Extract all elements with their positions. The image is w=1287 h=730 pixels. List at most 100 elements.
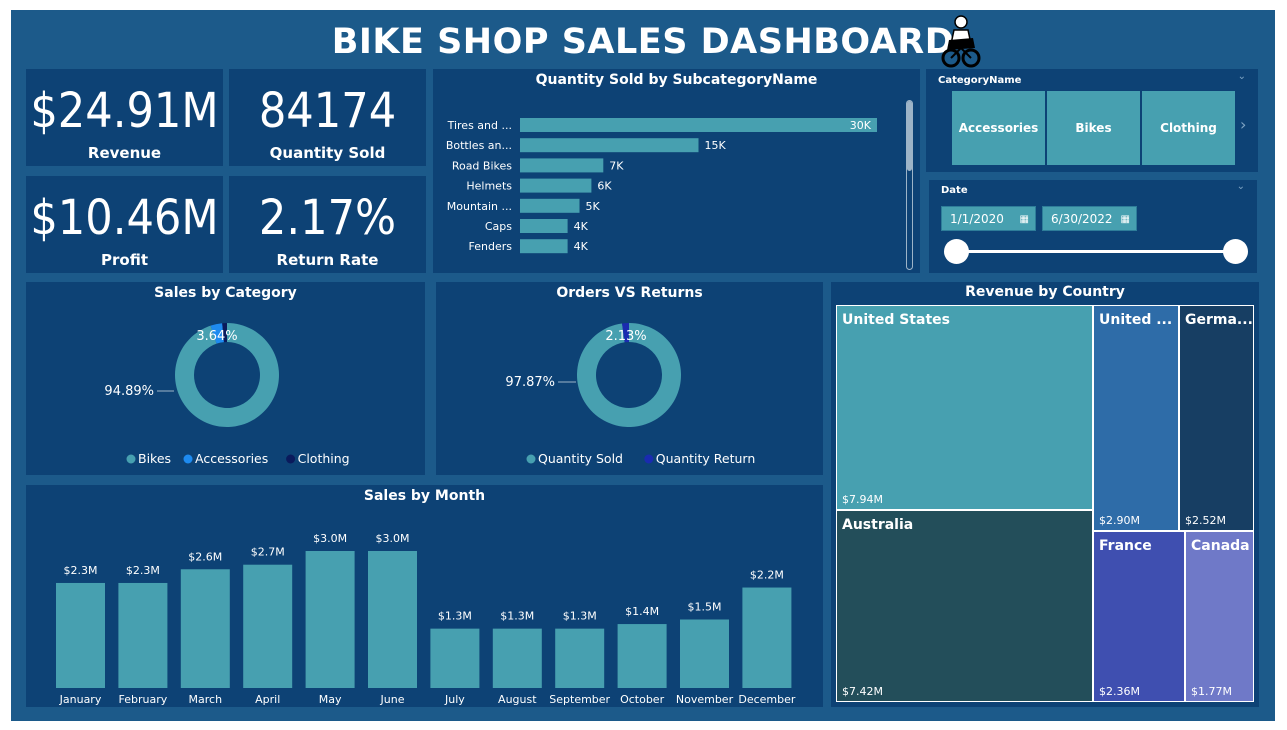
treemap-tile-germany[interactable]: Germa... $2.52M: [1179, 305, 1254, 531]
subcategory-bar[interactable]: [520, 198, 580, 213]
donut-slice[interactable]: [577, 323, 681, 427]
chart-title: Sales by Month: [363, 488, 486, 504]
month-bar[interactable]: [742, 587, 792, 688]
date-range-track[interactable]: [957, 250, 1237, 253]
kpi-card-profit: $10.46M Profit: [26, 176, 223, 273]
subcategory-bar[interactable]: [520, 239, 568, 254]
treemap-tile-united-states[interactable]: United States $7.94M: [836, 305, 1093, 510]
sales-by-category-donut: 94.89% 3.64% Bikes Accessories Clothing: [104, 323, 350, 466]
kpi-card-quantity-sold: 84174 Quantity Sold: [229, 69, 426, 166]
calendar-icon[interactable]: ▦: [1019, 214, 1029, 225]
end-date-value: 6/30/2022: [1051, 212, 1113, 226]
subcategory-bar[interactable]: [520, 178, 592, 193]
legend-entry[interactable]: Clothing: [298, 451, 350, 466]
sales-by-month-panel: Sales by Month $2.3M January $2.3M February…: [26, 485, 823, 707]
start-date-value: 1/1/2020: [950, 212, 1004, 226]
slicer-tile-clothing[interactable]: Clothing: [1142, 91, 1235, 165]
bar-data-label: $1.3M: [500, 610, 534, 623]
month-bar[interactable]: [305, 551, 355, 688]
treemap-tile-label: United ...: [1099, 312, 1173, 328]
bar-data-label: $2.6M: [188, 550, 222, 563]
bar-data-label: $2.3M: [64, 564, 98, 577]
chevron-down-icon[interactable]: ⌄: [1237, 71, 1246, 82]
subcategory-bar[interactable]: [520, 219, 568, 233]
slicer-tile-accessories[interactable]: Accessories: [952, 91, 1045, 165]
month-bar[interactable]: [118, 582, 168, 688]
donut-slice[interactable]: [222, 323, 227, 343]
month-bar[interactable]: [680, 619, 729, 689]
bar-data-label: 4K: [574, 240, 589, 253]
chart-scrollbar[interactable]: [906, 100, 913, 270]
chevron-down-icon[interactable]: ⌄: [1236, 181, 1245, 192]
treemap-tile-australia[interactable]: Australia $7.42M: [836, 510, 1093, 702]
subcategory-bar[interactable]: [520, 118, 877, 132]
legend-entry[interactable]: Quantity Sold: [538, 451, 623, 466]
bar-data-label: $1.3M: [438, 610, 472, 623]
start-date-input[interactable]: 1/1/2020 ▦: [941, 206, 1036, 231]
chart-title: Quantity Sold by SubcategoryName: [535, 72, 818, 88]
treemap-tile-united-kingdom[interactable]: United ... $2.90M: [1093, 305, 1179, 531]
donut-slice[interactable]: [210, 323, 224, 344]
slicer-title: Date: [941, 185, 968, 196]
date-range-start-handle[interactable]: [944, 239, 969, 264]
chevron-right-icon[interactable]: ›: [1240, 115, 1247, 134]
kpi-label: Return Rate: [276, 251, 379, 269]
category-tick-label: Mountain ...: [447, 200, 512, 213]
month-tick-label: July: [444, 693, 465, 706]
legend-entry[interactable]: Bikes: [138, 451, 171, 466]
treemap-tile-france[interactable]: France $2.36M: [1093, 531, 1185, 702]
month-tick-label: June: [380, 693, 405, 706]
slicer-tile-bikes[interactable]: Bikes: [1047, 91, 1140, 165]
legend-marker: [126, 454, 136, 464]
end-date-input[interactable]: 6/30/2022 ▦: [1042, 206, 1137, 231]
legend-entry[interactable]: Quantity Return: [656, 451, 755, 466]
month-bar[interactable]: [617, 624, 667, 688]
month-bar[interactable]: [492, 628, 542, 688]
month-tick-label: January: [59, 693, 102, 706]
category-tick-label: Fenders: [469, 240, 513, 253]
kpi-label: Quantity Sold: [269, 144, 386, 162]
slicer-title: CategoryName: [938, 75, 1022, 86]
donut-slice[interactable]: [622, 323, 629, 343]
revenue-by-country-panel: Revenue by Country United States $7.94M …: [831, 282, 1259, 707]
month-tick-label: December: [738, 693, 796, 706]
month-bar[interactable]: [430, 628, 480, 688]
calendar-icon[interactable]: ▦: [1120, 214, 1130, 225]
month-tick-label: November: [676, 693, 734, 706]
month-bar[interactable]: [243, 564, 293, 688]
subcategory-bar[interactable]: [520, 158, 604, 173]
legend-entry[interactable]: Accessories: [195, 451, 268, 466]
kpi-card-return-rate: 2.17% Return Rate: [229, 176, 426, 273]
chart-title: Revenue by Country: [965, 284, 1125, 300]
legend-marker: [183, 454, 193, 464]
scrollbar-thumb[interactable]: [907, 101, 912, 171]
sales-by-month-bar-chart: $2.3M January $2.3M February $2.6M March $2.7M…: [56, 532, 796, 706]
month-tick-label: April: [255, 693, 280, 706]
bar-data-label: 4K: [574, 220, 589, 233]
month-tick-label: August: [498, 693, 537, 706]
subcategory-bar-chart-panel: Quantity Sold by SubcategoryName Tires a…: [433, 69, 920, 273]
bar-data-label: $2.3M: [126, 564, 160, 577]
donut-data-label: 94.89%: [104, 384, 154, 399]
treemap-tile-label: France: [1099, 538, 1152, 554]
month-bar[interactable]: [368, 551, 417, 688]
month-bar[interactable]: [180, 569, 230, 688]
subcategory-bar-chart: Tires and ... 30K Bottles an... 15K Road Bik…: [446, 118, 877, 254]
category-slicer: CategoryName ⌄ Accessories Bikes Clothin…: [926, 69, 1258, 172]
month-bar[interactable]: [56, 582, 105, 688]
motorbike-rider-icon: [941, 15, 981, 68]
treemap-tile-canada[interactable]: Canada $1.77M: [1185, 531, 1254, 702]
month-bar[interactable]: [555, 628, 605, 688]
kpi-label: Revenue: [87, 144, 162, 162]
bar-data-label: $2.2M: [750, 569, 784, 582]
sales-by-category-panel: Sales by Category 94.89% 3.64% Bikes Access…: [26, 282, 425, 475]
donut-slice[interactable]: [175, 323, 279, 427]
bar-data-label: $3.0M: [313, 532, 347, 545]
category-tick-label: Bottles an...: [446, 139, 512, 152]
subcategory-bar[interactable]: [520, 138, 699, 153]
treemap-tile-value: $2.90M: [1099, 514, 1140, 527]
bar-data-label: 15K: [705, 139, 727, 152]
kpi-value: $10.46M: [30, 190, 219, 246]
legend-marker: [644, 454, 654, 464]
date-range-end-handle[interactable]: [1223, 239, 1248, 264]
